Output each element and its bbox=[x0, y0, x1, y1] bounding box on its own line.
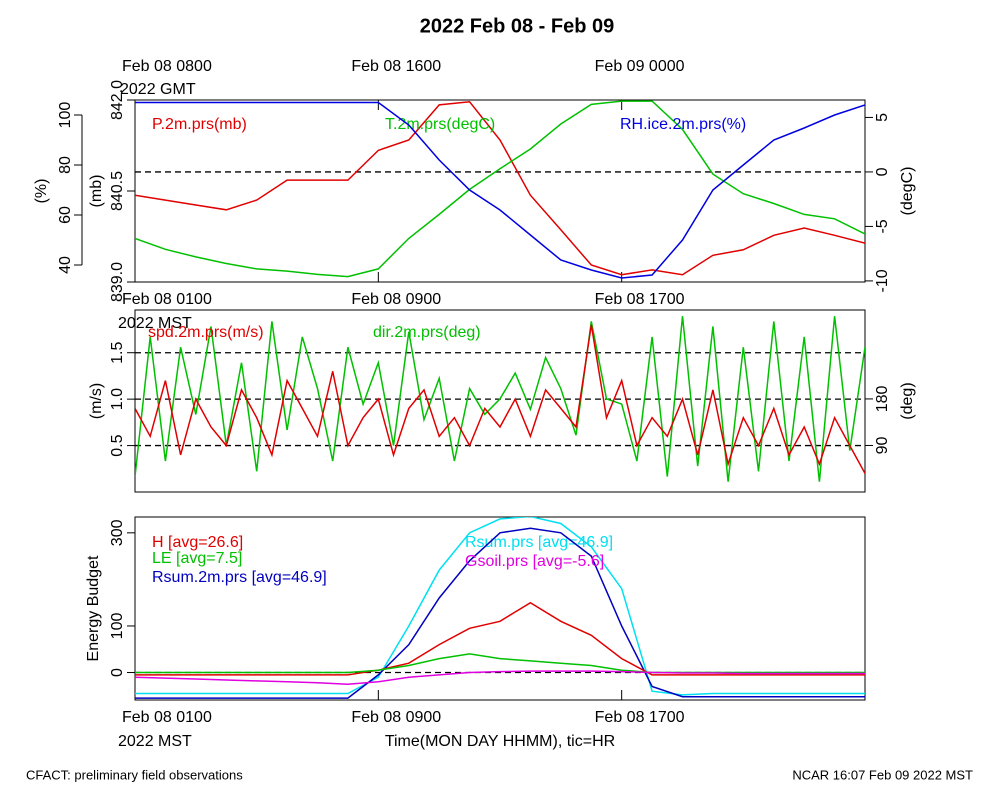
x-tick-label: Feb 08 1700 bbox=[595, 291, 685, 308]
series-label: P.2m.prs(mb) bbox=[152, 116, 247, 133]
y-axis-title: (mb) bbox=[88, 175, 105, 208]
series-label: Rsum.prs [avg=46.9] bbox=[465, 534, 613, 551]
series-label: LE [avg=7.5] bbox=[152, 550, 242, 567]
footer-right: NCAR 16:07 Feb 09 2022 MST bbox=[792, 767, 973, 782]
x-tick-label: Feb 08 0100 bbox=[122, 291, 212, 308]
y-tick-label: 180 bbox=[874, 385, 891, 412]
data-line bbox=[135, 324, 865, 474]
y-tick-label: 5 bbox=[874, 113, 891, 122]
data-line bbox=[135, 527, 865, 699]
data-line bbox=[135, 316, 865, 482]
x-tick-label: Feb 08 0100 bbox=[122, 709, 212, 726]
x-tick-label: Feb 09 0000 bbox=[595, 58, 685, 75]
data-line bbox=[135, 101, 865, 276]
series-label: Rsum.2m.prs [avg=46.9] bbox=[152, 569, 327, 586]
series-label: RH.ice.2m.prs(%) bbox=[620, 116, 746, 133]
x-tick-note: 2022 GMT bbox=[120, 81, 196, 98]
y-axis-title: (m/s) bbox=[88, 383, 105, 419]
x-tick-note: 2022 MST bbox=[118, 733, 192, 750]
x-tick-label: Feb 08 0900 bbox=[351, 709, 441, 726]
series-label: dir.2m.prs(deg) bbox=[373, 324, 481, 341]
data-line bbox=[135, 601, 865, 676]
series-label: H [avg=26.6] bbox=[152, 534, 243, 551]
y-axis-title: (%) bbox=[33, 179, 50, 204]
y-tick-label: 60 bbox=[57, 206, 74, 224]
x-tick-label: Feb 08 1600 bbox=[351, 58, 441, 75]
y-tick-label: 1.5 bbox=[109, 341, 126, 363]
x-axis-title: Time(MON DAY HHMM), tic=HR bbox=[385, 733, 615, 750]
data-line bbox=[135, 670, 865, 685]
y-tick-label: 300 bbox=[109, 519, 126, 546]
series-label: Gsoil.prs [avg=-5.6] bbox=[465, 553, 604, 570]
y-tick-label: -10 bbox=[874, 269, 891, 292]
y-tick-label: 840.5 bbox=[109, 171, 126, 211]
y-tick-label: 1.0 bbox=[109, 388, 126, 410]
data-line bbox=[135, 653, 865, 674]
x-tick-label: Feb 08 0800 bbox=[122, 58, 212, 75]
chart-title: 2022 Feb 08 - Feb 09 bbox=[420, 15, 615, 37]
x-tick-note: 2022 MST bbox=[118, 315, 192, 332]
y-tick-label: 100 bbox=[109, 613, 126, 640]
footer-left: CFACT: preliminary field observations bbox=[26, 767, 243, 782]
series-label: spd.2m.prs(m/s) bbox=[148, 324, 264, 341]
y-tick-label: 0 bbox=[874, 167, 891, 176]
data-line bbox=[135, 100, 865, 278]
data-line bbox=[135, 517, 865, 696]
plot-frame bbox=[134, 516, 866, 701]
y-axis-title: (deg) bbox=[899, 382, 916, 419]
y-tick-label: 0 bbox=[109, 668, 126, 677]
y-tick-label: 90 bbox=[874, 436, 891, 454]
y-axis-title: Energy Budget bbox=[85, 555, 102, 661]
y-axis-title: (degC) bbox=[899, 167, 916, 216]
x-tick-label: Feb 08 0900 bbox=[351, 291, 441, 308]
y-tick-label: 80 bbox=[57, 156, 74, 174]
y-tick-label: 842.0 bbox=[109, 80, 126, 120]
y-tick-label: 0.5 bbox=[109, 434, 126, 456]
y-tick-label: 40 bbox=[57, 256, 74, 274]
plot-frame bbox=[134, 309, 866, 493]
y-tick-label: -5 bbox=[874, 219, 891, 233]
x-tick-label: Feb 08 1700 bbox=[595, 709, 685, 726]
data-line bbox=[135, 101, 865, 279]
y-tick-label: 839.0 bbox=[109, 262, 126, 302]
y-tick-label: 100 bbox=[57, 102, 74, 129]
